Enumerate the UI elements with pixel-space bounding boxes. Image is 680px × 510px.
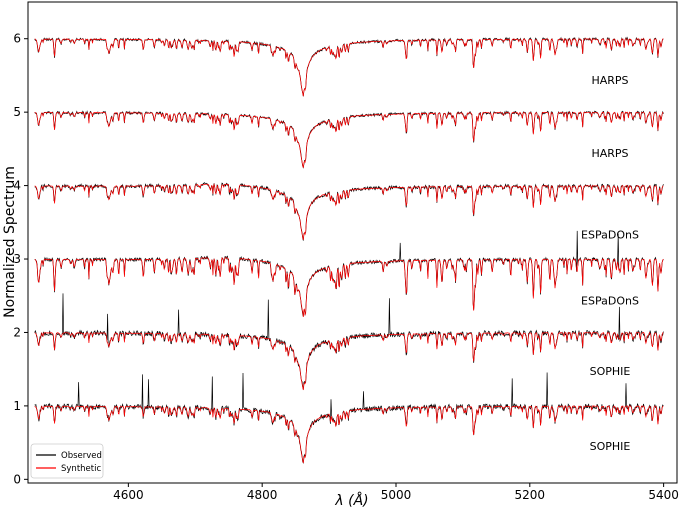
x-axis-label: λ (Å) [334, 492, 368, 509]
instrument-label-4: HARPS [591, 147, 628, 160]
y-tick-label: 5 [13, 105, 21, 119]
instrument-label-0: SOPHIE [590, 440, 631, 453]
x-tick-label: 4600 [113, 488, 144, 502]
x-tick-label: 5200 [515, 488, 546, 502]
y-tick-label: 2 [13, 325, 21, 339]
legend-label-synthetic: Synthetic [61, 464, 101, 474]
spectrum-traces [34, 36, 664, 464]
instrument-label-5: HARPS [591, 74, 628, 87]
y-axis-label: Normalized Spectrum [2, 166, 18, 318]
synthetic-spectrum-0 [34, 405, 664, 464]
instrument-label-3: ESPaDOnS [581, 228, 639, 241]
synthetic-spectrum-4 [34, 111, 664, 168]
x-tick-label: 5000 [381, 488, 412, 502]
plot-frame [27, 1, 678, 484]
synthetic-spectrum-3 [34, 183, 664, 240]
synthetic-spectrum-2 [34, 257, 664, 318]
legend: Observed Synthetic [30, 443, 104, 479]
legend-box [30, 443, 104, 479]
legend-label-observed: Observed [61, 451, 102, 461]
instrument-labels: SOPHIE SOPHIE ESPaDOnS ESPaDOnS HARPS HARPS [581, 74, 639, 453]
y-tick-label: 1 [13, 399, 21, 413]
x-tick-label: 4800 [247, 488, 278, 502]
y-tick-label: 6 [13, 32, 21, 46]
instrument-label-1: SOPHIE [590, 365, 631, 378]
synthetic-spectrum-5 [34, 38, 664, 97]
instrument-label-2: ESPaDOnS [581, 295, 639, 308]
x-tick-label: 5400 [648, 488, 679, 502]
x-axis: 4600 4800 5000 5200 5400 [113, 483, 679, 502]
y-axis: 0 1 2 3 4 5 6 [13, 32, 28, 486]
y-tick-label: 4 [13, 179, 21, 193]
synthetic-spectrum-1 [34, 331, 664, 391]
y-tick-label: 3 [13, 252, 21, 266]
y-tick-label: 0 [13, 472, 21, 486]
observed-spectrum-1 [34, 293, 664, 390]
